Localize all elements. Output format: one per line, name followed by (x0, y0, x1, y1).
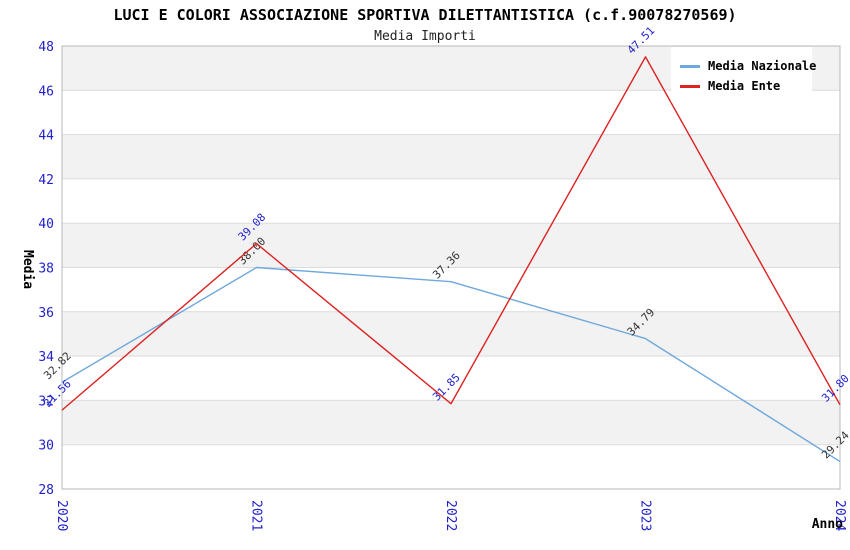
y-tick-label: 36 (38, 306, 54, 321)
x-tick-label: 2023 (638, 500, 653, 531)
chart-title: LUCI E COLORI ASSOCIAZIONE SPORTIVA DILE… (113, 6, 737, 24)
plot-band (62, 134, 840, 179)
chart-subtitle: Media Importi (374, 29, 476, 44)
y-tick-label: 48 (38, 40, 54, 55)
x-axis-title: Anno (812, 517, 843, 532)
x-tick-label: 2021 (249, 500, 264, 531)
plot-band (62, 311, 840, 357)
plot-band (62, 267, 840, 312)
x-tick-label: 2022 (443, 500, 458, 531)
y-tick-label: 34 (38, 350, 54, 365)
y-tick-label: 46 (38, 84, 54, 99)
legend-line-swatch (680, 84, 700, 88)
y-tick-label: 38 (38, 262, 54, 277)
y-tick-label: 42 (38, 173, 54, 188)
legend-label: Media Nazionale (708, 59, 817, 73)
plot-band (62, 356, 840, 401)
y-tick-label: 30 (38, 439, 54, 454)
plot-band (62, 178, 840, 224)
plot-band (62, 444, 840, 489)
y-axis-title: Media (20, 250, 35, 289)
x-tick-label: 2024 (832, 500, 847, 531)
plot-band (62, 223, 840, 268)
y-tick-label: 32 (38, 394, 54, 409)
y-tick-label: 40 (38, 217, 54, 232)
legend-line-swatch (680, 64, 700, 68)
series-line-media-nazionale (61, 266, 841, 463)
legend-item: Media Nazionale (680, 56, 816, 76)
y-tick-label: 44 (38, 129, 54, 144)
plot-band (62, 400, 840, 445)
legend-item: Media Ente (680, 76, 808, 96)
legend: Media Nazionale Media Ente (671, 47, 816, 102)
plot-border (61, 45, 841, 490)
y-tick-label: 28 (38, 483, 54, 498)
series-line-media-ente (61, 56, 841, 411)
legend-label: Media Ente (708, 79, 781, 93)
x-tick-label: 2020 (54, 500, 69, 531)
